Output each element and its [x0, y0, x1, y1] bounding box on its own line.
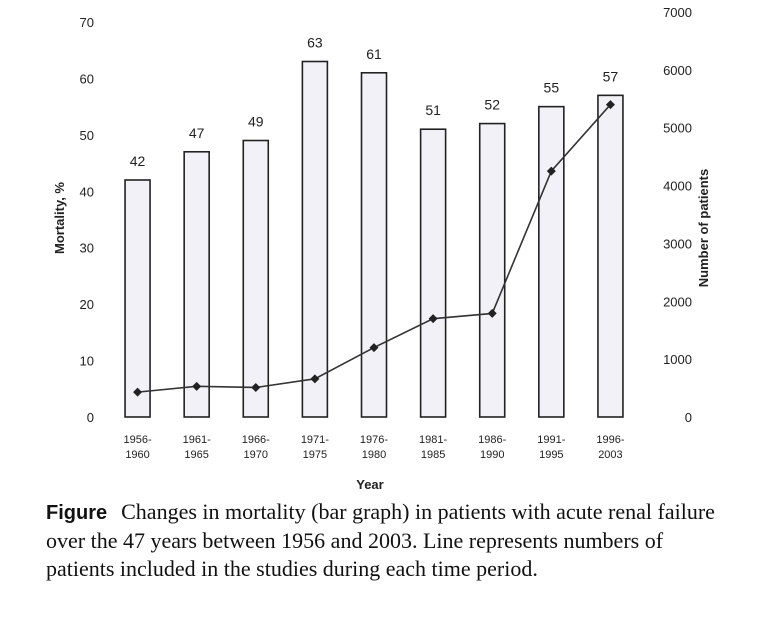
- bar-data-label: 49: [248, 114, 264, 130]
- line-point: [428, 314, 438, 324]
- y2-tick-label: 6000: [663, 63, 692, 78]
- y-tick-label: 20: [80, 297, 94, 312]
- line-point: [192, 381, 202, 391]
- bar: [538, 105, 565, 418]
- line-point: [487, 308, 497, 318]
- bar: [183, 150, 210, 418]
- y-tick-label: 30: [80, 241, 94, 256]
- bar: [124, 179, 151, 418]
- y2-tick-label: 2000: [663, 294, 692, 309]
- bar-data-label: 51: [425, 102, 441, 118]
- line-point: [251, 382, 261, 392]
- figure-caption: Figure Changes in mortality (bar graph) i…: [46, 498, 736, 583]
- figure-caption-text: Changes in mortality (bar graph) in pati…: [46, 499, 715, 581]
- x-tick-label: 1971-1975: [301, 434, 329, 461]
- x-tick-label: 1961-1965: [183, 434, 211, 461]
- y-tick-label: 10: [80, 354, 94, 369]
- bar-data-label: 55: [544, 80, 560, 96]
- y-tick-label: 60: [80, 71, 94, 86]
- x-tick-label: 1981-1985: [419, 434, 447, 461]
- y-tick-label: 50: [80, 128, 94, 143]
- y2-tick-label: 4000: [663, 179, 692, 194]
- bars: [124, 60, 624, 418]
- x-tick-label: 1986-1990: [478, 434, 506, 461]
- y2-tick-label: 3000: [663, 236, 692, 251]
- y-tick-label: 70: [80, 15, 94, 30]
- bar: [360, 71, 388, 418]
- bar: [301, 60, 329, 418]
- bar-data-labels: 42 47 49 63 61 51 52 55 57: [130, 35, 619, 170]
- y2-tick-label: 7000: [663, 5, 692, 20]
- patients-line-series: [133, 100, 615, 397]
- line-point: [369, 343, 379, 353]
- line-point: [133, 387, 143, 397]
- bar-data-label: 52: [484, 97, 500, 113]
- y-axis-ticks: 0 10 20 30 40 50 60 70: [80, 15, 94, 425]
- bar-data-label: 57: [603, 68, 619, 84]
- bar: [597, 94, 624, 418]
- y2-axis-label: Number of patients: [696, 169, 711, 287]
- y2-axis-ticks: 0 1000 2000 3000 4000 5000 6000 7000: [663, 5, 692, 425]
- bar-data-label: 63: [307, 35, 323, 51]
- x-tick-label: 1991-1995: [537, 434, 565, 461]
- y-tick-label: 0: [87, 410, 94, 425]
- y2-tick-label: 1000: [663, 352, 692, 367]
- x-tick-label: 1996-2003: [596, 434, 624, 461]
- x-tick-label: 1976-1980: [360, 434, 388, 461]
- x-axis-ticks: 1956-1960 1961-1965 1966-1970 1971-1975 1976…: [123, 434, 624, 461]
- bar-data-label: 61: [366, 46, 382, 62]
- x-axis-label: Year: [356, 477, 383, 490]
- bar: [478, 122, 506, 418]
- bar: [419, 128, 447, 418]
- line-point: [546, 166, 556, 176]
- line-point: [605, 100, 615, 110]
- bar-data-label: 47: [189, 125, 205, 141]
- x-tick-label: 1966-1970: [242, 434, 270, 461]
- figure-caption-label: Figure: [46, 502, 108, 524]
- x-tick-label: 1956-1960: [123, 434, 151, 461]
- line-point: [310, 374, 320, 384]
- y2-tick-label: 0: [685, 410, 692, 425]
- y-tick-label: 40: [80, 184, 94, 199]
- bar: [242, 139, 270, 418]
- mortality-patients-chart: 0 10 20 30 40 50 60 70 0 1000 2000 3000 4000 5000 600…: [52, 5, 711, 490]
- y2-tick-label: 5000: [663, 121, 692, 136]
- bar-data-label: 42: [130, 153, 146, 169]
- y-axis-label: Mortality, %: [52, 182, 67, 254]
